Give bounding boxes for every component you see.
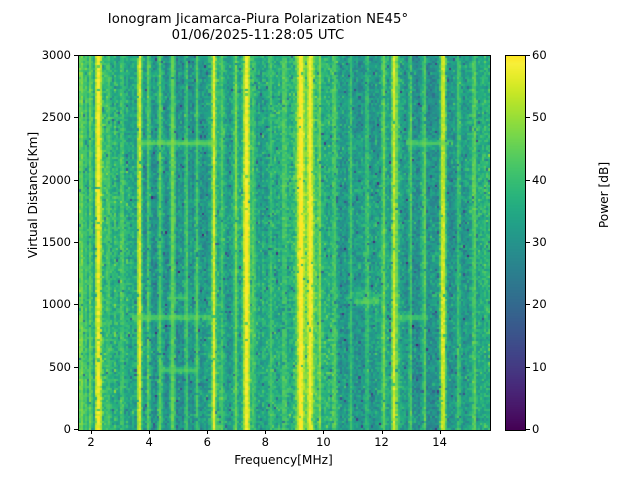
colorbar-tick-label: 0: [532, 422, 540, 436]
y-tick-mark: [74, 366, 78, 368]
colorbar-tick-mark: [526, 242, 530, 243]
colorbar-tick-label: 60: [532, 48, 547, 62]
x-tick-label: 2: [87, 435, 95, 449]
colorbar-tick-mark: [526, 366, 530, 368]
colorbar-tick-label: 20: [532, 297, 547, 312]
y-tick-mark: [74, 179, 78, 181]
x-tick-label: 4: [145, 435, 153, 449]
y-tick-label: 0: [63, 422, 71, 436]
colorbar-tick-label: 30: [532, 235, 547, 249]
y-tick-mark: [74, 55, 78, 56]
colorbar-gradient-canvas: [506, 56, 525, 430]
y-tick-label: 1000: [41, 297, 71, 312]
colorbar-tick-mark: [526, 179, 530, 181]
y-tick-label: 500: [49, 359, 71, 374]
y-tick-mark: [74, 117, 78, 119]
x-axis-label: Frequency[MHz]: [234, 453, 333, 467]
colorbar-label: Power [dB]: [597, 161, 611, 229]
x-tick-mark: [439, 430, 441, 434]
y-tick-label: 2500: [41, 110, 71, 125]
x-tick-mark: [207, 430, 209, 434]
page-title: Ionogram Jicamarca-Piura Polarization NE…: [0, 12, 516, 43]
y-tick-label: 2000: [41, 172, 71, 187]
x-tick-mark: [149, 430, 151, 434]
ionogram-plot-area: [78, 55, 491, 431]
x-tick-mark: [91, 430, 93, 434]
title-line-1: Ionogram Jicamarca-Piura Polarization NE…: [107, 12, 409, 27]
x-tick-label: 6: [203, 435, 211, 449]
ionogram-heatmap-canvas: [79, 56, 490, 430]
colorbar: [505, 55, 526, 431]
x-tick-mark: [381, 430, 383, 434]
x-tick-mark: [323, 430, 325, 434]
x-tick-label: 10: [316, 435, 331, 449]
colorbar-tick-label: 50: [532, 110, 547, 125]
x-tick-label: 14: [432, 435, 447, 449]
y-tick-mark: [74, 242, 78, 243]
colorbar-tick-mark: [526, 429, 530, 430]
colorbar-tick-label: 40: [532, 172, 547, 187]
y-tick-mark: [74, 304, 78, 306]
colorbar-tick-label: 10: [532, 359, 547, 374]
y-tick-label: 1500: [41, 235, 71, 249]
y-tick-mark: [74, 429, 78, 430]
colorbar-tick-mark: [526, 117, 530, 119]
title-line-2: 01/06/2025-11:28:05 UTC: [171, 27, 345, 43]
x-tick-label: 8: [261, 435, 270, 449]
x-tick-label: 12: [374, 435, 389, 449]
y-axis-label: Virtual Distance[Km]: [26, 131, 40, 259]
colorbar-tick-mark: [526, 55, 530, 56]
y-tick-label: 3000: [41, 48, 71, 62]
colorbar-tick-mark: [526, 304, 530, 306]
x-tick-mark: [265, 430, 267, 434]
